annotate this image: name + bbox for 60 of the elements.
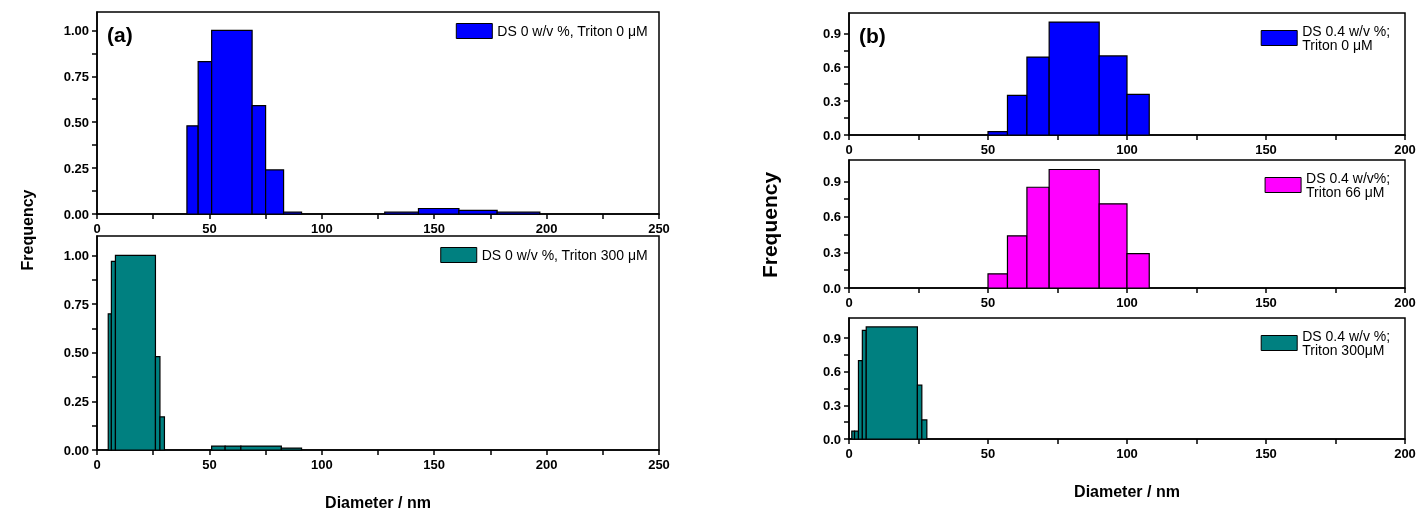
x-tick-label: 150 — [423, 221, 446, 236]
x-tick-label: 100 — [310, 221, 333, 236]
x-tick-label: 250 — [648, 221, 670, 236]
y-tick-label: 0.0 — [822, 431, 841, 447]
y-tick-label: 0.9 — [822, 173, 841, 189]
x-tick-label: 200 — [1394, 142, 1416, 157]
y-tick-label: 0.9 — [822, 25, 841, 41]
y-tick-label: 0.75 — [63, 296, 89, 312]
x-tick-label: 100 — [1116, 142, 1138, 157]
y-tick-label: 0.50 — [63, 114, 89, 130]
x-tick-label: 50 — [980, 142, 996, 157]
x-tick-label: 0 — [93, 457, 101, 472]
y-tick-label: 0.25 — [63, 393, 89, 409]
y-tick-label: 1.00 — [63, 247, 89, 263]
annotation: (b) — [859, 24, 886, 47]
y-tick-label: 0.75 — [63, 68, 89, 84]
y-tick-label: 1.00 — [63, 22, 89, 38]
legend-label: DS 0.4 w/v%; Triton 66 μM — [1306, 170, 1394, 200]
x-tick-label: 50 — [980, 295, 996, 310]
legend-label: DS 0.4 w/v %; Triton 300μM — [1302, 328, 1395, 358]
y-tick-label: 0.6 — [822, 59, 841, 75]
annotation: (a) — [107, 23, 133, 46]
y-tick-label: 0.00 — [63, 442, 89, 458]
x-tick-label: 0 — [845, 295, 853, 310]
y-tick-label: 0.00 — [63, 206, 89, 222]
x-tick-label: 50 — [980, 446, 996, 461]
legend-label: DS 0 w/v %, Triton 300 μM — [481, 247, 648, 263]
legend-label: DS 0 w/v %, Triton 0 μM — [497, 23, 648, 39]
x-tick-label: 100 — [310, 457, 333, 472]
x-tick-label: 100 — [1116, 446, 1138, 461]
x-tick-label: 150 — [1255, 295, 1277, 310]
y-axis-title: Frequency — [19, 189, 37, 271]
x-tick-label: 50 — [202, 221, 217, 236]
y-tick-label: 0.50 — [63, 345, 89, 361]
y-tick-label: 0.6 — [822, 364, 841, 380]
x-tick-label: 200 — [1394, 295, 1416, 310]
y-axis-title: Frequency — [758, 171, 782, 279]
x-tick-label: 200 — [535, 457, 558, 472]
x-axis-title: Diameter / nm — [325, 494, 431, 512]
y-tick-label: 0.3 — [822, 93, 841, 109]
y-tick-label: 0.25 — [63, 160, 89, 176]
x-tick-label: 200 — [535, 221, 558, 236]
legend-label: DS 0.4 w/v %; Triton 0 μM — [1302, 23, 1395, 53]
x-tick-label: 0 — [845, 446, 853, 461]
x-tick-label: 50 — [202, 457, 217, 472]
y-tick-label: 0.9 — [822, 330, 841, 346]
x-tick-label: 100 — [1116, 295, 1138, 310]
y-tick-label: 0.0 — [822, 127, 841, 143]
x-axis-title: Diameter / nm — [1074, 483, 1180, 501]
y-tick-label: 0.0 — [822, 280, 841, 296]
x-tick-label: 0 — [93, 221, 101, 236]
x-tick-label: 0 — [845, 142, 853, 157]
y-tick-label: 0.6 — [822, 209, 841, 225]
y-tick-label: 0.3 — [822, 244, 841, 260]
x-tick-label: 250 — [648, 457, 670, 472]
x-tick-label: 150 — [423, 457, 446, 472]
y-tick-label: 0.3 — [822, 397, 841, 413]
x-tick-label: 200 — [1394, 446, 1416, 461]
x-tick-label: 150 — [1255, 142, 1277, 157]
x-tick-label: 150 — [1255, 446, 1277, 461]
